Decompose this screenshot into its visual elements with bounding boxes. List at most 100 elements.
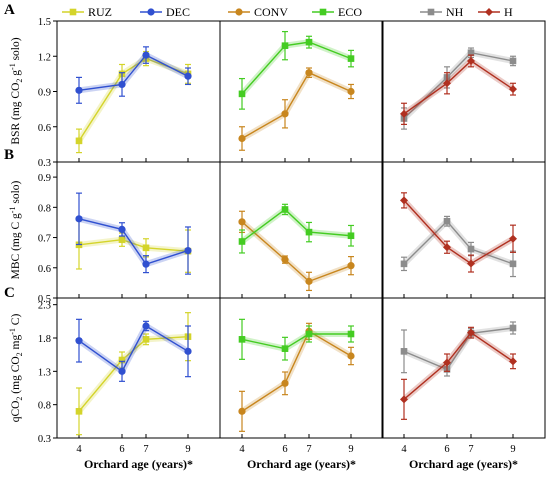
legend-item-h: H	[478, 5, 513, 19]
legend-label: CONV	[254, 5, 288, 19]
y-axis-title-part: qCO	[10, 401, 22, 423]
data-point	[118, 236, 126, 243]
data-point	[400, 109, 408, 118]
data-point	[347, 232, 355, 240]
data-point	[443, 79, 451, 88]
x-tick-label: 9	[185, 444, 190, 455]
y-tick-label: 1.2	[38, 52, 51, 63]
y-axis-title-part: -1	[8, 207, 17, 214]
data-point	[69, 8, 77, 16]
panel-letter: B	[4, 147, 14, 163]
data-point	[509, 57, 517, 65]
legend-item-eco: ECO	[312, 5, 362, 19]
data-point	[400, 395, 408, 404]
series-dec	[75, 192, 192, 275]
data-point	[400, 348, 408, 355]
x-tick-label: 7	[468, 444, 473, 455]
data-point	[467, 245, 475, 253]
data-point	[427, 8, 435, 16]
y-axis-title-part: g	[10, 70, 22, 79]
y-tick-label: 1.8	[38, 334, 51, 345]
series-nh	[400, 321, 517, 377]
data-point	[75, 408, 83, 415]
data-point	[118, 80, 126, 89]
y-axis-title: MBC (mg C g-1 solo)	[8, 180, 22, 279]
y-axis-title-part: mg	[10, 335, 22, 353]
legend-item-dec: DEC	[140, 5, 190, 19]
data-point	[281, 110, 289, 118]
panel-frame	[381, 297, 546, 439]
series-line	[403, 199, 514, 265]
y-axis-title: BSR (mg CO2 g-1 solo)	[8, 37, 24, 144]
y-tick-label: 0.6	[38, 264, 51, 275]
x-tick-label: 4	[401, 444, 407, 455]
panel-2-1	[219, 297, 384, 439]
series-glow	[402, 328, 515, 402]
series-conv	[238, 210, 355, 292]
panel-2-2	[381, 297, 546, 439]
y-axis-title-part: C)	[10, 314, 22, 329]
y-axis-title-part: solo)	[10, 180, 22, 206]
data-point	[305, 228, 313, 236]
y-axis-title-part: 2	[15, 352, 24, 356]
series-ruz	[75, 312, 192, 436]
data-point	[142, 322, 150, 330]
data-point	[184, 246, 192, 255]
data-point	[347, 55, 355, 62]
data-point	[319, 8, 327, 16]
data-point	[443, 217, 451, 225]
y-tick-label: 0.3	[38, 158, 51, 169]
y-axis-title-part: (mg CO	[10, 356, 22, 396]
y-tick-label: 0.8	[38, 401, 51, 412]
data-point	[142, 244, 150, 252]
data-point	[75, 215, 83, 223]
legend-item-nh: NH	[420, 5, 464, 19]
series-h	[400, 54, 517, 126]
y-tick-label: 1.5	[38, 17, 51, 28]
series-line	[78, 218, 189, 265]
y-tick-label: 0.9	[38, 88, 51, 99]
series-glow	[78, 51, 190, 94]
panel-letter: C	[4, 285, 15, 301]
y-axis-title-part: 2	[15, 79, 24, 83]
series-h	[400, 326, 517, 420]
panel-frame	[381, 161, 546, 299]
data-point	[75, 337, 83, 345]
data-point	[509, 260, 517, 268]
y-tick-label: 0.7	[38, 234, 51, 245]
y-tick-label: 0.3	[38, 434, 51, 445]
data-point	[400, 260, 408, 268]
data-point	[238, 238, 246, 245]
data-point	[238, 218, 246, 226]
series-line	[403, 60, 514, 115]
series-line	[241, 71, 352, 140]
x-tick-label: 4	[76, 444, 82, 455]
x-axis-title: Orchard age (years)*	[247, 457, 356, 471]
legend-item-conv: CONV	[228, 5, 288, 19]
panel-1-2	[381, 161, 546, 299]
x-tick-label: 9	[510, 444, 515, 455]
data-point	[443, 358, 451, 367]
data-point	[118, 367, 126, 375]
data-point	[467, 56, 475, 65]
x-tick-label: 6	[282, 444, 287, 455]
data-point	[509, 234, 517, 243]
legend-label: NH	[446, 5, 464, 19]
series-line	[403, 331, 514, 400]
series-eco	[238, 203, 355, 254]
data-point	[347, 352, 355, 360]
data-point	[509, 324, 517, 332]
y-axis-title-part: BSR (mg CO	[10, 83, 22, 145]
series-line	[241, 330, 352, 412]
data-point	[305, 69, 313, 77]
y-tick-label: 1.3	[38, 367, 51, 378]
data-point	[184, 347, 192, 355]
data-point	[235, 8, 243, 16]
panel-letter: A	[4, 2, 15, 18]
y-tick-label: 0.9	[38, 173, 51, 184]
series-line	[241, 221, 352, 283]
legend-label: ECO	[338, 5, 362, 19]
series-eco	[238, 318, 355, 361]
